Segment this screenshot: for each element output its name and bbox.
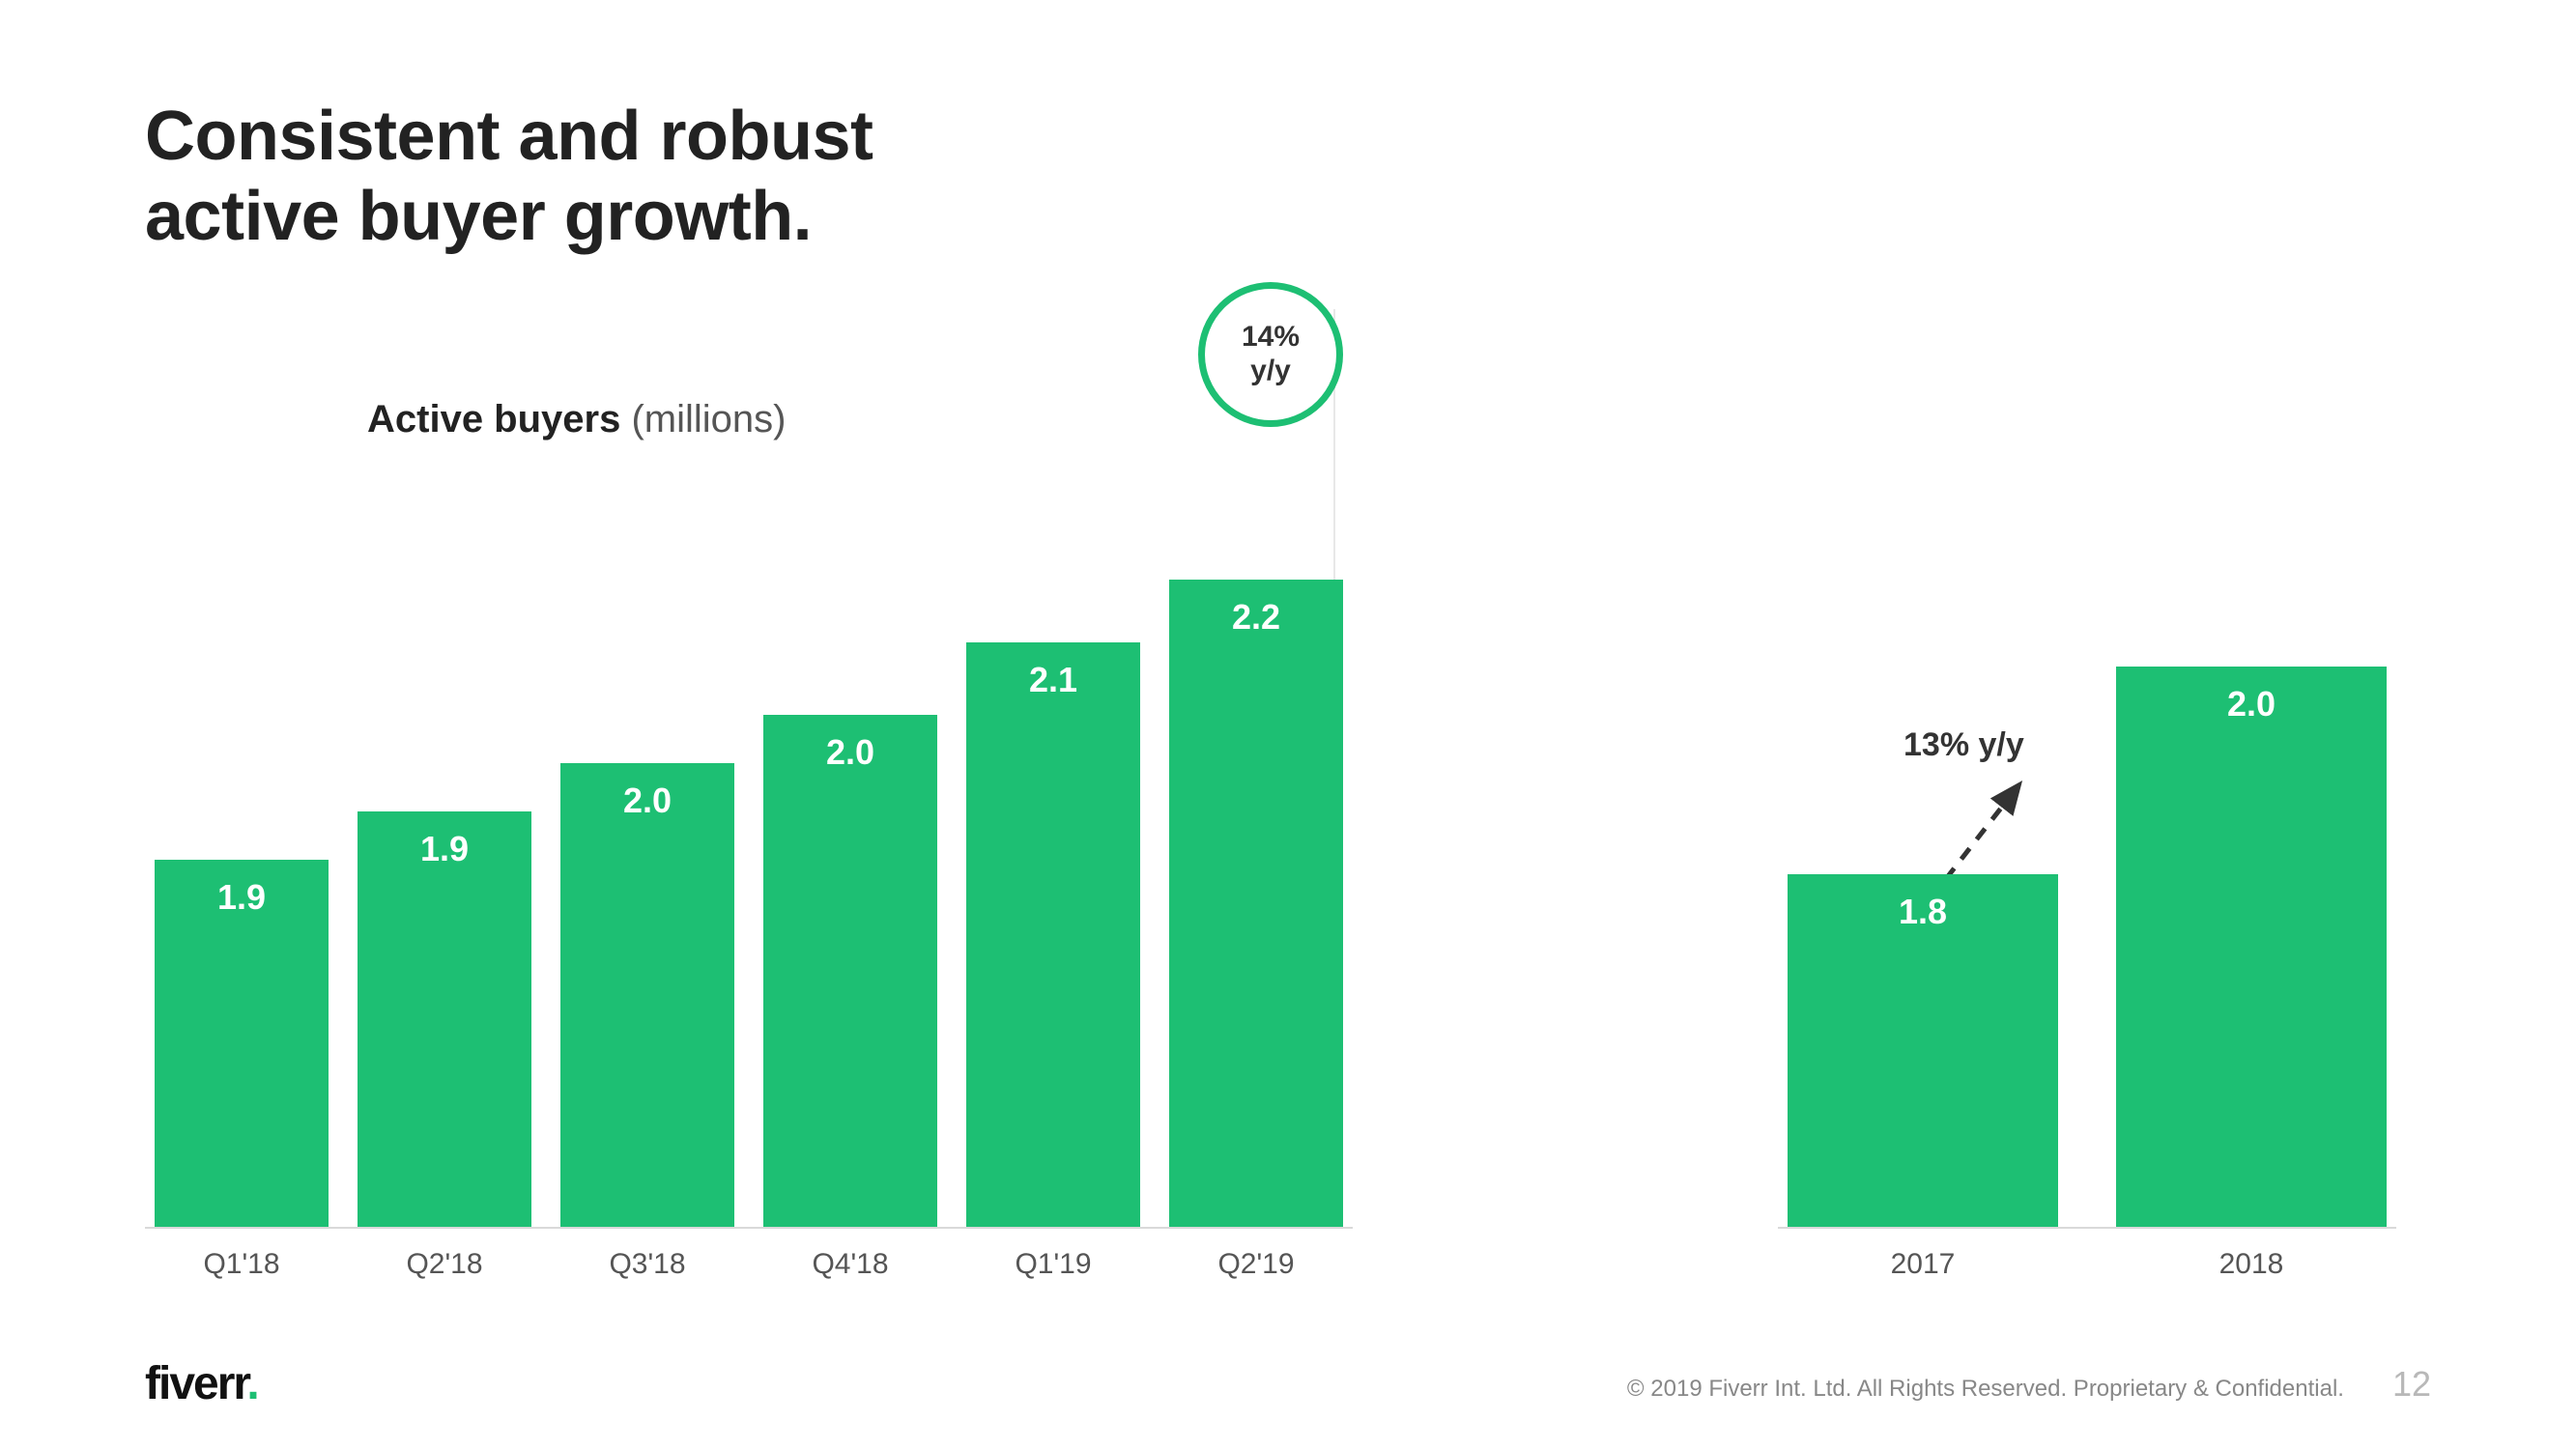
x-tick-label: Q4'18 — [763, 1248, 937, 1281]
x-tick-label: Q3'18 — [560, 1248, 734, 1281]
annual-xaxis: 2017 2018 — [1778, 1248, 2396, 1281]
fiverr-logo: fiverr. — [145, 1357, 258, 1410]
footer-right: © 2019 Fiverr Int. Ltd. All Rights Reser… — [1627, 1364, 2431, 1405]
footer: fiverr. © 2019 Fiverr Int. Ltd. All Righ… — [145, 1357, 2431, 1410]
bar-value-label: 2.0 — [2116, 684, 2387, 724]
x-tick-label: Q2'18 — [358, 1248, 531, 1281]
bar: 2.2 — [1169, 580, 1343, 1227]
x-tick-label: Q1'19 — [966, 1248, 1140, 1281]
bar-value-label: 1.9 — [155, 877, 329, 918]
bar-value-label: 2.2 — [1169, 597, 1343, 638]
chart-subtitle: Active buyers (millions) — [367, 398, 786, 441]
bar-value-label: 2.0 — [763, 732, 937, 773]
logo-text: fiverr — [145, 1358, 246, 1409]
quarterly-plot: 1.9 1.9 2.0 2.0 2.1 2.2 — [145, 475, 1353, 1229]
subtitle-bold: Active buyers — [367, 398, 620, 440]
annual-chart: 13% y/y 1.82.0 20172018 — [1778, 475, 2396, 1281]
bar-value-label: 2.1 — [966, 660, 1140, 700]
copyright-text: © 2019 Fiverr Int. Ltd. All Rights Reser… — [1627, 1376, 2344, 1403]
annual-plot: 1.8 2.0 — [1778, 475, 2396, 1229]
bar: 1.8 — [1788, 874, 2058, 1227]
page-title: Consistent and robust active buyer growt… — [145, 97, 2431, 257]
bar: 2.0 — [763, 715, 937, 1227]
bar-value-label: 1.9 — [358, 829, 531, 869]
bar: 1.9 — [155, 860, 329, 1227]
subtitle-light: (millions) — [631, 398, 786, 440]
x-tick-label: Q2'19 — [1169, 1248, 1343, 1281]
bar: 2.0 — [560, 763, 734, 1227]
callout-percent: 14% — [1242, 321, 1300, 355]
bar: 2.0 — [2116, 667, 2387, 1227]
quarterly-xaxis: Q1'18 Q2'18 Q3'18 Q4'18 Q1'19 Q2'19 — [145, 1248, 1353, 1281]
bar-value-label: 2.0 — [560, 781, 734, 821]
growth-callout-circle: 14% y/y — [1198, 282, 1343, 427]
x-tick-label: 2017 — [1788, 1248, 2058, 1281]
x-tick-label: Q1'18 — [155, 1248, 329, 1281]
quarterly-chart: Active buyers (millions) 14% y/y 1.91.92… — [145, 475, 1353, 1281]
title-line-2: active buyer growth. — [145, 178, 812, 255]
slide: Consistent and robust active buyer growt… — [0, 0, 2576, 1449]
bar: 2.1 — [966, 642, 1140, 1227]
bar-value-label: 1.8 — [1788, 892, 2058, 932]
bar: 1.9 — [358, 811, 531, 1227]
logo-dot: . — [246, 1358, 257, 1409]
charts-row: Active buyers (millions) 14% y/y 1.91.92… — [145, 402, 2431, 1281]
title-line-1: Consistent and robust — [145, 98, 873, 175]
page-number: 12 — [2392, 1364, 2431, 1405]
x-tick-label: 2018 — [2116, 1248, 2387, 1281]
callout-yoy: y/y — [1250, 355, 1291, 388]
